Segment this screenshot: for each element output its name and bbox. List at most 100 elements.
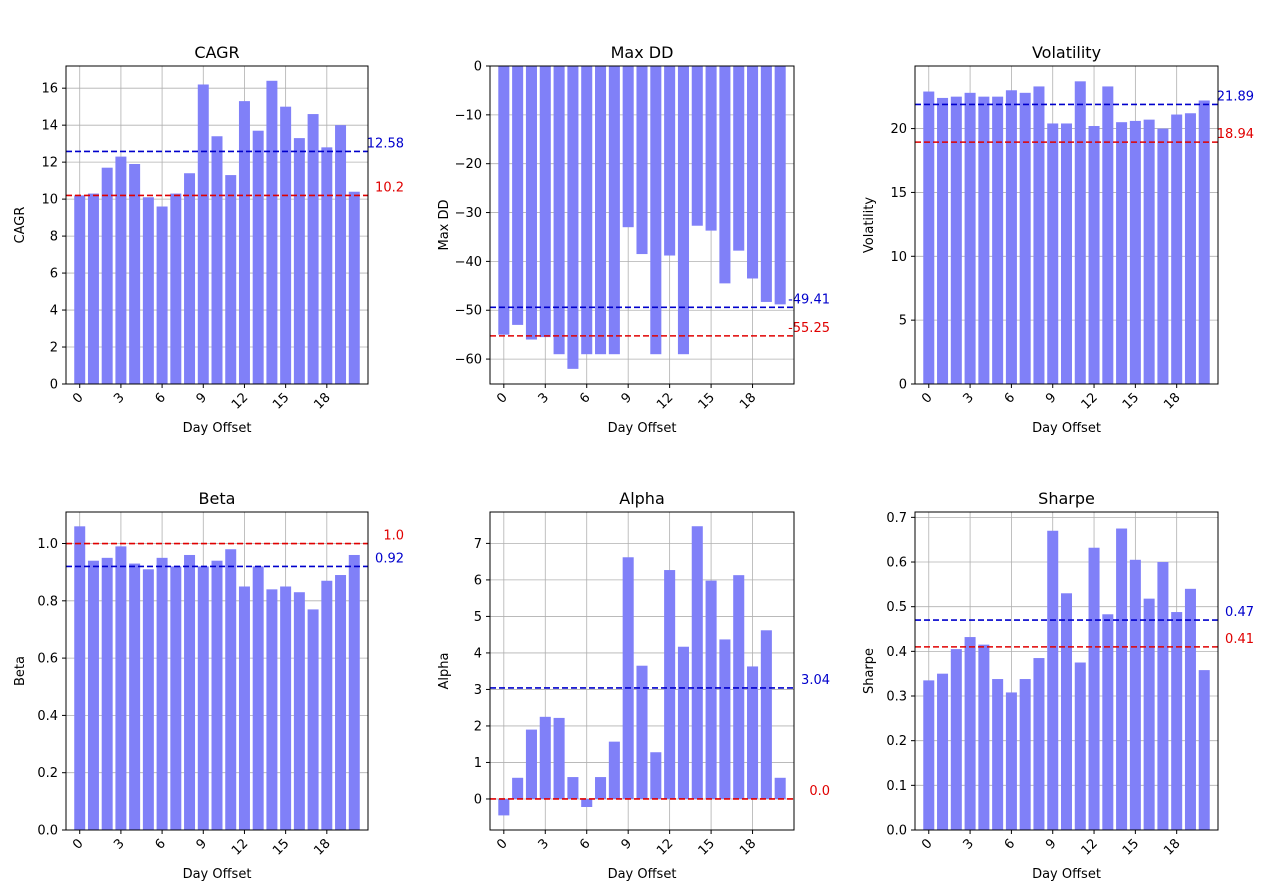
- bar: [1116, 122, 1128, 384]
- bar: [156, 206, 168, 384]
- y-tick-label: 20: [890, 122, 907, 137]
- bar: [978, 96, 990, 384]
- bar: [964, 92, 976, 384]
- bar: [197, 566, 209, 830]
- x-tick-label: 3: [536, 836, 552, 852]
- bar: [129, 563, 141, 830]
- x-tick-label: 0: [70, 390, 86, 406]
- y-tick-label: 4: [50, 304, 58, 319]
- bar: [74, 526, 86, 830]
- y-tick-label: 0: [899, 378, 907, 393]
- bar: [321, 580, 333, 830]
- bar: [1005, 692, 1017, 830]
- x-tick-label: 6: [152, 390, 168, 406]
- bar: [238, 101, 250, 385]
- chart-title: CAGR: [194, 43, 239, 62]
- bar: [1198, 100, 1210, 384]
- y-tick-label: 16: [41, 82, 58, 97]
- bar: [335, 575, 347, 830]
- y-tick-label: 0: [50, 378, 58, 393]
- x-tick-label: 9: [619, 836, 635, 852]
- x-axis-label: Day Offset: [183, 867, 252, 882]
- x-tick-label: 3: [960, 836, 976, 852]
- bar: [1047, 123, 1059, 384]
- x-tick-label: 6: [577, 836, 593, 852]
- y-tick-label: −40: [455, 255, 482, 270]
- bar: [747, 666, 759, 799]
- y-tick-label: 10: [890, 250, 907, 265]
- bar: [252, 566, 264, 830]
- bar: [1033, 658, 1045, 830]
- y-axis-label: Alpha: [437, 653, 452, 690]
- y-tick-label: 12: [41, 156, 58, 171]
- x-axis-label: Day Offset: [608, 867, 677, 882]
- bar: [705, 580, 717, 799]
- reference-label: 0.41: [1225, 632, 1254, 647]
- bar: [280, 106, 292, 385]
- y-tick-label: 0.6: [37, 652, 58, 667]
- x-tick-label: 6: [1002, 390, 1018, 406]
- bar: [211, 560, 223, 830]
- bar: [539, 716, 551, 799]
- bar: [992, 96, 1004, 384]
- y-axis-label: Sharpe: [862, 648, 877, 694]
- bar: [225, 175, 237, 384]
- bar: [211, 136, 223, 384]
- y-tick-label: −20: [455, 157, 482, 172]
- reference-label: 3.04: [801, 673, 830, 688]
- y-tick-label: 5: [899, 314, 907, 329]
- bar: [101, 167, 113, 384]
- bar: [636, 66, 648, 255]
- bar: [950, 649, 962, 830]
- x-tick-label: 0: [494, 390, 510, 406]
- bar: [937, 97, 949, 385]
- x-tick-label: 18: [311, 390, 333, 412]
- reference-label: 0.92: [375, 551, 404, 566]
- bar: [733, 66, 745, 251]
- chart-title: Beta: [199, 489, 236, 508]
- bar: [774, 777, 786, 799]
- x-tick-label: 15: [270, 836, 292, 858]
- bar: [348, 554, 360, 830]
- y-tick-label: 0.4: [37, 709, 58, 724]
- x-tick-label: 3: [960, 390, 976, 406]
- bar: [321, 147, 333, 384]
- bar: [1102, 614, 1114, 830]
- bar: [1074, 81, 1086, 384]
- bar: [664, 570, 676, 799]
- bar: [1157, 562, 1169, 830]
- x-axis-label: Day Offset: [608, 421, 677, 436]
- bar: [525, 66, 537, 340]
- x-tick-label: 18: [1161, 390, 1183, 412]
- bar: [664, 66, 676, 256]
- y-tick-label: 3: [474, 683, 482, 698]
- bar: [142, 197, 154, 384]
- bar: [622, 66, 634, 228]
- y-tick-label: 0.3: [886, 690, 907, 705]
- x-tick-label: 12: [654, 836, 676, 858]
- bar: [1005, 90, 1017, 384]
- axes-frame: [65, 65, 369, 385]
- bar: [733, 575, 745, 799]
- y-tick-label: −60: [455, 353, 482, 368]
- x-tick-label: 15: [696, 390, 718, 412]
- reference-label: -55.25: [788, 321, 830, 336]
- bar: [553, 66, 565, 355]
- bar: [719, 66, 731, 284]
- bar: [87, 193, 99, 384]
- bar: [1184, 588, 1196, 830]
- y-tick-label: 15: [890, 186, 907, 201]
- subplot-volatility: 21.89 18.94 0 5 10 15 20 0 3 6 9 12 15 18 Volatility Da…: [862, 43, 1254, 436]
- bar: [525, 729, 537, 799]
- y-tick-label: 1: [474, 756, 482, 771]
- axes-frame: [65, 511, 369, 831]
- y-tick-label: 8: [50, 230, 58, 245]
- x-tick-label: 6: [152, 836, 168, 852]
- bar: [156, 557, 168, 830]
- x-tick-label: 12: [229, 390, 251, 412]
- reference-label: 18.94: [1217, 127, 1254, 142]
- bar: [760, 66, 772, 302]
- bar: [1074, 662, 1086, 830]
- bar: [1157, 128, 1169, 384]
- y-tick-label: 0: [474, 60, 482, 75]
